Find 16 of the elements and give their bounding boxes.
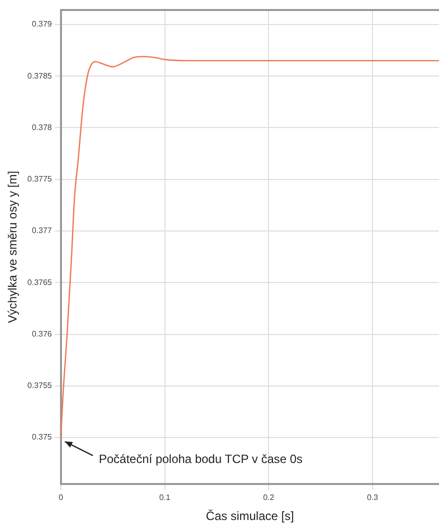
y-tick-label: 0.378 [32,122,52,132]
x-tick-label: 0.1 [159,493,171,502]
y-tick-label: 0.3765 [27,278,52,287]
y-tick-label: 0.375 [32,432,52,442]
x-tick-label: 0.3 [366,493,379,502]
annotation: Počáteční poloha bodu TCP v čase 0s [98,452,303,466]
y-tick-label: 0.3755 [27,381,52,390]
y-tick-label: 0.379 [32,20,52,29]
y-axis-title: Výchylka ve směru osy y [m] [6,170,20,324]
x-axis-title: Čas simulace [s] [206,509,294,524]
y-tick-label: 0.3785 [27,71,52,80]
y-tick-label: 0.3775 [27,174,52,184]
x-tick-label: 0.2 [263,493,275,502]
y-tick-label: 0.377 [32,226,52,236]
x-tick-label: 0 [58,493,64,502]
y-tick-label: 0.376 [32,329,52,338]
